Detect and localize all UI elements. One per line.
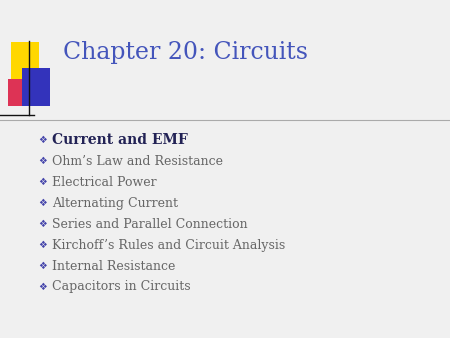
Text: ❖: ❖ (38, 219, 47, 229)
Text: ❖: ❖ (38, 198, 47, 208)
Text: Electrical Power: Electrical Power (52, 176, 157, 189)
Text: Chapter 20: Circuits: Chapter 20: Circuits (63, 41, 308, 64)
Text: ❖: ❖ (38, 177, 47, 187)
Text: Alternating Current: Alternating Current (52, 197, 178, 210)
Bar (11, 42, 39, 81)
Text: Internal Resistance: Internal Resistance (52, 260, 175, 272)
Bar (22, 68, 50, 106)
Text: ❖: ❖ (38, 135, 47, 145)
Text: Kirchoff’s Rules and Circuit Analysis: Kirchoff’s Rules and Circuit Analysis (52, 239, 285, 251)
Text: Series and Parallel Connection: Series and Parallel Connection (52, 218, 248, 231)
Text: Capacitors in Circuits: Capacitors in Circuits (52, 281, 190, 293)
Text: Current and EMF: Current and EMF (52, 133, 188, 147)
Text: ❖: ❖ (38, 261, 47, 271)
Text: ❖: ❖ (38, 240, 47, 250)
Text: Ohm’s Law and Resistance: Ohm’s Law and Resistance (52, 155, 223, 168)
Text: ❖: ❖ (38, 282, 47, 292)
Bar (8, 79, 32, 106)
Text: ❖: ❖ (38, 156, 47, 166)
